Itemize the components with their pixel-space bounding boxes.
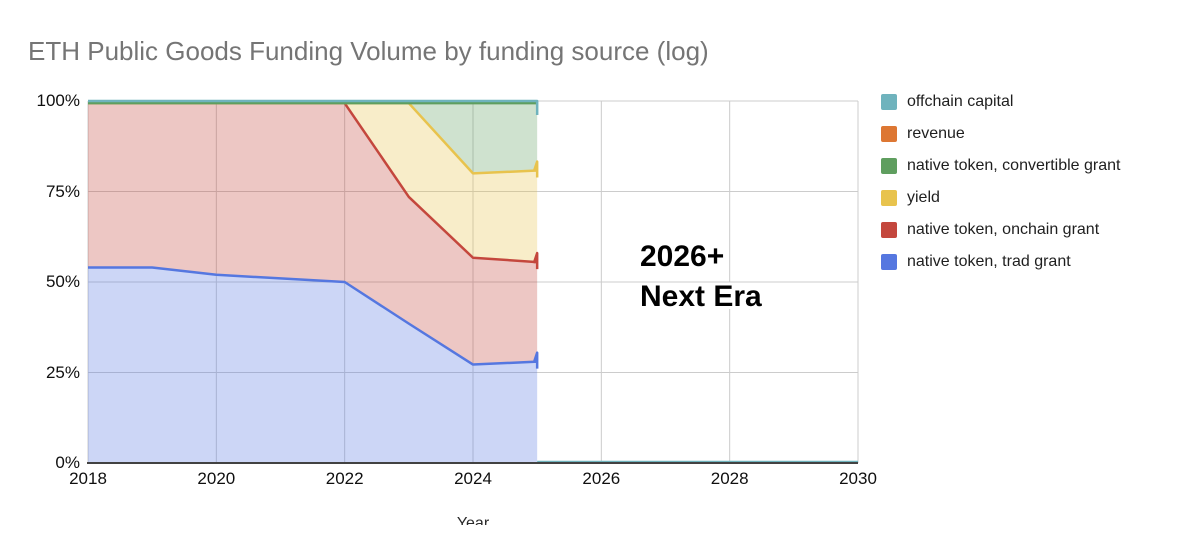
legend-label-native-token-onchain-grant: native token, onchain grant	[907, 221, 1100, 238]
line-offchain-capital	[88, 99, 539, 115]
legend-item-revenue: revenue	[881, 125, 1120, 142]
legend-item-native-token-trad-grant: native token, trad grant	[881, 253, 1120, 270]
legend-swatch-yield	[881, 190, 897, 206]
y-tick-label-75: 75%	[45, 181, 80, 201]
x-axis-title: Year	[456, 515, 490, 525]
line-native-token-trad-grant	[88, 266, 539, 369]
legend-label-native-token-trad-grant: native token, trad grant	[907, 253, 1071, 270]
x-axis-title-clip: Year	[88, 515, 858, 525]
x-tick-label-2022: 2022	[325, 469, 364, 488]
y-tick-label-25: 25%	[45, 362, 80, 382]
legend-swatch-native-token-trad-grant	[881, 254, 897, 270]
legend-item-offchain-capital: offchain capital	[881, 93, 1120, 110]
annotation-line-1: 2026+	[640, 240, 725, 273]
legend-label-revenue: revenue	[907, 125, 965, 142]
legend-swatch-native-token-onchain-grant	[881, 222, 897, 238]
x-tick-label-2020: 2020	[197, 469, 236, 488]
legend-item-native-token-onchain-grant: native token, onchain grant	[881, 221, 1120, 238]
y-tick-label-0: 0%	[55, 453, 80, 472]
legend-item-native-token-convertible-grant: native token, convertible grant	[881, 157, 1121, 174]
area-native-token-onchain-grant	[88, 103, 538, 365]
y-tick-label-100: 100%	[36, 91, 80, 110]
x-tick-label-2028: 2028	[710, 469, 749, 488]
legend-swatch-native-token-convertible-grant	[881, 158, 897, 174]
x-tick-label-2030: 2030	[839, 469, 877, 488]
legend: offchain capital revenue native token, con…	[881, 93, 1121, 286]
x-tick-label-2026: 2026	[582, 469, 621, 488]
legend-label-offchain-capital: offchain capital	[907, 93, 1014, 110]
area-native-token-convertible-grant	[88, 103, 538, 174]
legend-item-yield: yield	[881, 189, 1120, 206]
annotation-line-2: Next Era	[640, 280, 762, 313]
legend-swatch-revenue	[881, 126, 897, 142]
x-tick-label-2018: 2018	[69, 469, 107, 488]
chart-title: ETH Public Goods Funding Volume by fundi…	[28, 36, 709, 66]
legend-swatch-offchain-capital	[881, 94, 897, 110]
x-tick-label-2024: 2024	[454, 469, 492, 488]
legend-label-native-token-convertible-grant: native token, convertible grant	[907, 157, 1121, 174]
next-era-annotation: 2026+ Next Era	[640, 237, 762, 317]
legend-label-yield: yield	[907, 189, 940, 206]
y-tick-label-50: 50%	[45, 272, 80, 291]
area-native-token-trad-grant	[88, 267, 538, 463]
area-yield	[88, 103, 538, 263]
